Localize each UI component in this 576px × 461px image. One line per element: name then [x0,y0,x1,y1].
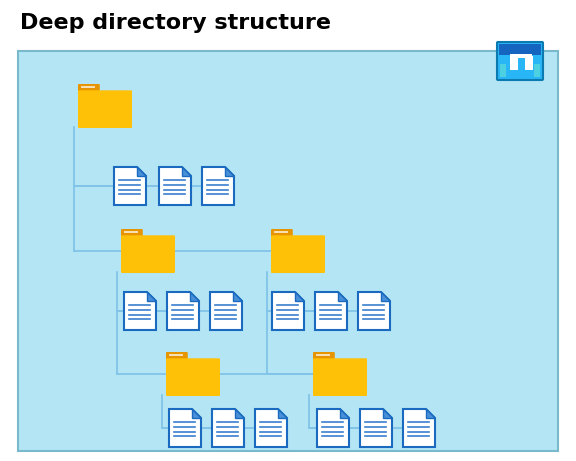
FancyBboxPatch shape [78,90,132,128]
Bar [169,355,183,356]
FancyBboxPatch shape [271,235,325,273]
Polygon shape [381,292,390,301]
FancyBboxPatch shape [313,352,335,361]
Polygon shape [233,292,242,301]
Polygon shape [169,409,201,447]
Polygon shape [255,409,287,447]
Polygon shape [202,167,234,205]
Bar [81,86,95,89]
Polygon shape [235,409,244,418]
Polygon shape [210,292,242,330]
Polygon shape [295,292,304,301]
Polygon shape [340,409,349,418]
Bar [499,44,541,54]
Polygon shape [317,409,349,447]
Bar [124,231,138,233]
Polygon shape [272,292,304,330]
Bar [510,54,532,58]
Bar [316,355,330,356]
Polygon shape [159,167,191,205]
Polygon shape [192,409,201,418]
FancyBboxPatch shape [121,235,175,273]
Polygon shape [278,409,287,418]
Polygon shape [338,292,347,301]
Polygon shape [114,167,146,205]
Polygon shape [124,292,156,330]
Bar [525,56,533,70]
FancyBboxPatch shape [78,84,100,94]
FancyBboxPatch shape [313,358,367,396]
Polygon shape [225,167,234,176]
Polygon shape [137,167,146,176]
FancyBboxPatch shape [166,358,220,396]
Bar [534,64,540,77]
Bar [274,231,288,233]
Polygon shape [147,292,156,301]
Polygon shape [182,167,191,176]
Polygon shape [360,409,392,447]
FancyBboxPatch shape [18,51,558,451]
Polygon shape [358,292,390,330]
Bar [510,56,518,70]
Text: Deep directory structure: Deep directory structure [20,13,331,33]
Polygon shape [167,292,199,330]
Polygon shape [212,409,244,447]
FancyBboxPatch shape [497,42,543,80]
Polygon shape [426,409,435,418]
Polygon shape [383,409,392,418]
Polygon shape [315,292,347,330]
FancyBboxPatch shape [271,229,293,238]
Polygon shape [403,409,435,447]
FancyBboxPatch shape [166,352,188,361]
FancyBboxPatch shape [121,229,143,238]
Polygon shape [190,292,199,301]
Bar [500,64,506,77]
